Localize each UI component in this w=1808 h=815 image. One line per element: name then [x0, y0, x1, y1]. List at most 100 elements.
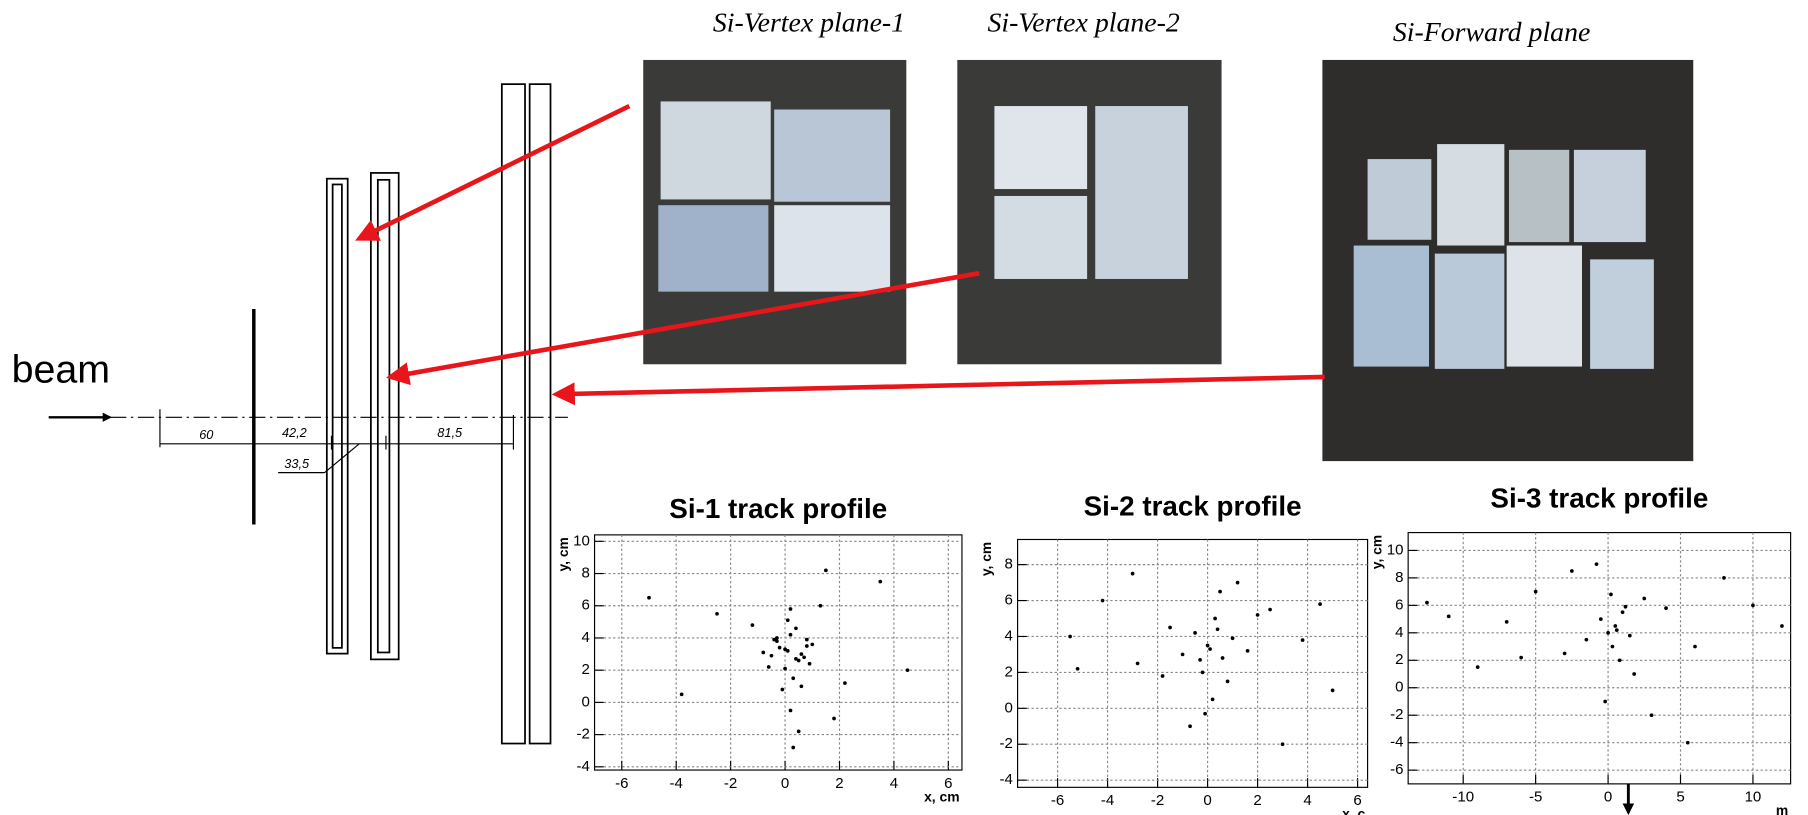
- data-point: [1595, 562, 1599, 566]
- data-point: [761, 651, 765, 655]
- data-point: [1188, 724, 1192, 728]
- plot-frame: [1408, 533, 1790, 784]
- data-point: [794, 626, 798, 630]
- data-point: [1693, 645, 1697, 649]
- data-point: [1268, 608, 1272, 612]
- data-point: [1584, 638, 1588, 642]
- y-tick-label: -4: [1000, 771, 1013, 788]
- y-tick-label: 6: [1005, 592, 1013, 609]
- x-tick-label: 0: [781, 775, 789, 792]
- data-point: [810, 643, 814, 647]
- x-tick-label: 4: [890, 775, 898, 792]
- data-point: [1231, 636, 1235, 640]
- y-tick-label: 2: [1005, 663, 1013, 680]
- photo-caption: Si-Vertex plane-2: [988, 8, 1180, 39]
- x-tick-label: 2: [835, 775, 843, 792]
- data-point: [1624, 605, 1628, 609]
- y-tick-label: 0: [1005, 699, 1013, 716]
- y-tick-label: 4: [582, 629, 590, 646]
- data-point: [770, 654, 774, 658]
- data-point: [1534, 590, 1538, 594]
- data-point: [1519, 656, 1523, 660]
- y-tick-label: 8: [1005, 556, 1013, 573]
- data-point: [1613, 624, 1617, 628]
- photo-caption: Si-Forward plane: [1393, 17, 1590, 48]
- x-tick-label: -6: [1051, 792, 1064, 809]
- data-point: [805, 638, 809, 642]
- data-point: [789, 709, 793, 713]
- data-point: [1301, 638, 1305, 642]
- y-tick-label: -2: [1000, 735, 1013, 752]
- data-point: [1068, 635, 1072, 639]
- data-point: [824, 568, 828, 572]
- chart: -6-4-20246-4-202468Si-2 track profilex, …: [978, 491, 1368, 815]
- y-tick-label: 0: [1395, 679, 1403, 696]
- data-point: [778, 646, 782, 650]
- x-tick-label: -2: [1151, 792, 1164, 809]
- y-tick-label: 10: [573, 532, 590, 549]
- data-point: [789, 633, 793, 637]
- data-point: [1218, 590, 1222, 594]
- data-point: [906, 668, 910, 672]
- data-point: [1221, 656, 1225, 660]
- data-point: [1599, 617, 1603, 621]
- x-tick-label: -6: [615, 775, 628, 792]
- data-point: [808, 662, 812, 666]
- data-point: [1615, 628, 1619, 632]
- data-point: [1722, 576, 1726, 580]
- data-point: [1664, 606, 1668, 610]
- dimension: 60: [199, 427, 213, 442]
- dimension: 42,2: [282, 425, 307, 440]
- data-point: [1642, 597, 1646, 601]
- data-point: [1751, 604, 1755, 608]
- plot-frame: [1018, 539, 1368, 787]
- data-point: [1076, 667, 1080, 671]
- data-point: [1618, 658, 1622, 662]
- photo-caption: Si-Vertex plane-1: [713, 8, 905, 39]
- y-tick-label: 0: [582, 693, 590, 710]
- data-point: [802, 655, 806, 659]
- data-point: [1201, 671, 1205, 675]
- dimension: 81,5: [437, 425, 463, 440]
- x-tick-label: 5: [1676, 789, 1684, 806]
- data-point: [843, 681, 847, 685]
- x-tick-label: 0: [1604, 789, 1612, 806]
- beam-label: beam: [12, 348, 111, 392]
- data-point: [775, 636, 779, 640]
- data-point: [789, 607, 793, 611]
- y-tick-label: -2: [577, 726, 590, 743]
- y-tick-label: -4: [1390, 734, 1403, 751]
- x-tick-label: -10: [1452, 789, 1474, 806]
- x-tick-label: -4: [669, 775, 682, 792]
- data-point: [780, 688, 784, 692]
- data-point: [786, 618, 790, 622]
- data-point: [1213, 617, 1217, 621]
- data-point: [680, 692, 684, 696]
- dimension: 33,5: [284, 456, 310, 471]
- data-point: [1168, 626, 1172, 630]
- data-point: [715, 612, 719, 616]
- data-point: [1131, 572, 1135, 576]
- data-point: [791, 676, 795, 680]
- y-tick-label: 4: [1395, 624, 1403, 641]
- data-point: [819, 604, 823, 608]
- data-point: [1621, 610, 1625, 614]
- y-tick-label: 10: [1387, 541, 1404, 558]
- data-point: [1780, 624, 1784, 628]
- y-tick-label: 2: [1395, 651, 1403, 668]
- data-point: [1203, 712, 1207, 716]
- y-axis-label: y, cm: [1369, 535, 1385, 569]
- data-point: [1193, 631, 1197, 635]
- y-tick-label: -2: [1390, 706, 1403, 723]
- x-tick-label: -5: [1529, 789, 1542, 806]
- data-point: [1208, 647, 1212, 651]
- data-point: [783, 667, 787, 671]
- data-point: [878, 580, 882, 584]
- data-point: [1505, 620, 1509, 624]
- data-point: [1136, 662, 1140, 666]
- x-tick-label: -2: [724, 775, 737, 792]
- data-point: [1281, 742, 1285, 746]
- data-point: [767, 665, 771, 669]
- data-point: [800, 684, 804, 688]
